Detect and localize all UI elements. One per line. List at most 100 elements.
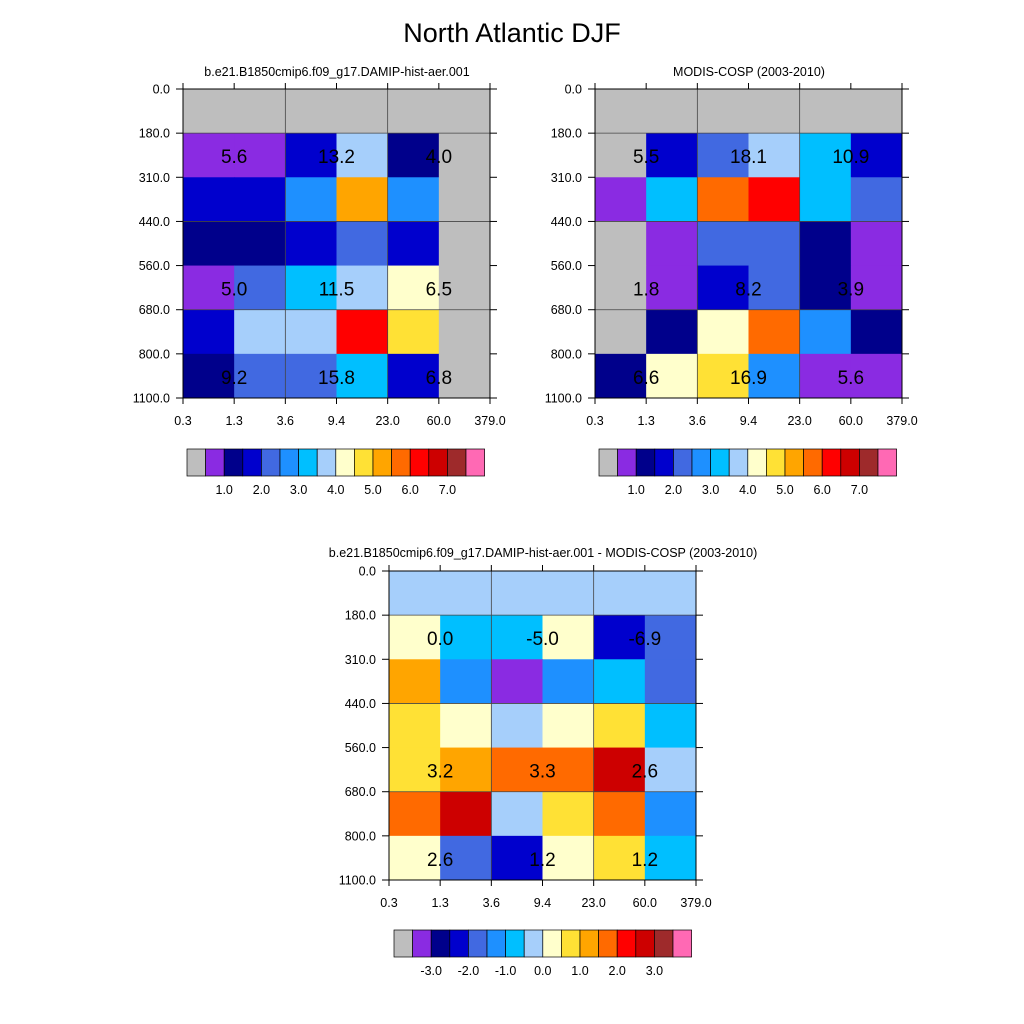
cell-value-label: 4.0: [426, 147, 452, 168]
heatmap-cell: [491, 791, 543, 837]
heatmap-cell: [183, 353, 235, 399]
cell-value-label: -5.0: [526, 629, 559, 650]
heatmap-cell: [438, 133, 491, 178]
heatmap-cell: [336, 221, 389, 267]
colorbar-label: 2.0: [609, 964, 626, 978]
heatmap-cell: [234, 309, 286, 355]
heatmap-cell: [593, 835, 646, 881]
colorbar-swatch: [579, 929, 599, 958]
colorbar-swatch: [821, 448, 842, 477]
heatmap-cell: [234, 177, 286, 222]
colorbar-swatch: [654, 448, 674, 477]
colorbar: 1.0 2.0 3.0 4.0 5.0 6.0 7.0: [186, 448, 485, 497]
heatmap-cell: [389, 835, 441, 881]
y-tick-label: 440.0: [139, 215, 170, 229]
colorbar-swatch: [393, 929, 413, 958]
colorbar-swatch: [428, 448, 448, 477]
heatmap-cell: [697, 221, 749, 267]
colorbar-label: 6.0: [814, 483, 831, 497]
heatmap-cell: [387, 265, 440, 311]
heatmap-cell: [440, 835, 492, 881]
heatmap-cell: [234, 221, 286, 267]
cell-value-label: -6.9: [628, 629, 661, 650]
colorbar-swatch: [486, 929, 506, 958]
heatmap-cell: [387, 309, 440, 355]
colorbar-swatch: [598, 929, 618, 958]
heatmap-cell: [644, 747, 697, 793]
heatmap-cell: [336, 177, 389, 222]
heatmap-cell: [234, 265, 286, 311]
heatmap-cell: [387, 221, 440, 267]
heatmap-cell: [387, 133, 440, 178]
heatmap-cell: [799, 221, 852, 267]
y-tick-label: 1100.0: [133, 392, 170, 406]
figure-title: North Atlantic DJF: [403, 18, 621, 48]
cell-value-label: 3.3: [529, 762, 555, 783]
colorbar-swatch: [635, 929, 655, 958]
colorbar: 1.0 2.0 3.0 4.0 5.0 6.0 7.0: [598, 448, 897, 497]
cell-value-label: 1.2: [632, 850, 658, 871]
heatmap-cell: [850, 353, 903, 399]
heatmap-cell: [850, 221, 903, 267]
y-tick-label: 800.0: [551, 347, 582, 361]
heatmap-cell: [491, 835, 543, 881]
heatmap-cell: [542, 659, 595, 704]
colorbar-label: 3.0: [290, 483, 307, 497]
x-tick-label: 9.4: [740, 414, 757, 428]
cell-value-label: 0.0: [427, 629, 453, 650]
cell-value-label: 6.5: [426, 280, 452, 301]
heatmap-cell: [542, 791, 595, 837]
colorbar-swatch: [859, 448, 879, 477]
heatmap-panel-2: MODIS-COSP (2003-2010) 0.3 1.3 3.6 9.4 23.0 60…: [545, 65, 918, 497]
colorbar-swatch: [766, 448, 786, 477]
colorbar-swatch: [616, 929, 637, 958]
colorbar-label: 4.0: [327, 483, 344, 497]
heatmap-panel-1: b.e21.B1850cmip6.f09_g17.DAMIP-hist-aer.…: [133, 65, 506, 497]
colorbar-label: -2.0: [458, 964, 480, 978]
y-tick-label: 180.0: [551, 127, 582, 141]
heatmap-cell: [799, 89, 852, 134]
y-tick-label: 180.0: [345, 609, 376, 623]
heatmap-cell: [183, 309, 235, 355]
cell-value-label: 15.8: [318, 368, 355, 389]
heatmap-cell: [183, 133, 235, 178]
cell-value-label: 6.8: [426, 368, 452, 389]
heatmap-cell: [644, 791, 697, 837]
heatmap-cell: [595, 177, 647, 222]
y-tick-label: 1100.0: [339, 874, 376, 888]
cell-value-label: 11.5: [319, 280, 355, 301]
colorbar-swatch: [447, 448, 467, 477]
heatmap-cell: [850, 265, 903, 311]
heatmap-cell: [542, 703, 595, 749]
heatmap-cell: [336, 133, 389, 178]
heatmap-cell: [389, 747, 441, 793]
y-tick-label: 180.0: [139, 127, 170, 141]
colorbar-swatch: [672, 929, 692, 958]
heatmap-cell: [748, 353, 801, 399]
heatmap-cell: [646, 309, 698, 355]
y-tick-label: 560.0: [345, 741, 376, 755]
heatmap-cell: [491, 615, 543, 660]
heatmap-cell: [850, 309, 903, 355]
heatmap-cell: [387, 89, 440, 134]
cell-value-label: 18.1: [730, 147, 767, 168]
y-tick-label: 0.0: [359, 565, 376, 579]
heatmap-cell: [438, 89, 491, 134]
y-tick-label: 440.0: [551, 215, 582, 229]
cell-value-label: 6.6: [633, 368, 659, 389]
cell-value-label: 3.2: [427, 762, 453, 783]
y-tick-label: 0.0: [153, 83, 170, 97]
heatmap-cell: [542, 615, 595, 660]
heatmap-cell: [389, 571, 441, 616]
heatmap-cell: [183, 265, 235, 311]
y-tick-label: 680.0: [139, 303, 170, 317]
heatmap-cell: [542, 747, 595, 793]
colorbar-label: 3.0: [646, 964, 663, 978]
x-tick-label: 9.4: [328, 414, 345, 428]
heatmap-cell: [595, 133, 647, 178]
heatmap-cell: [438, 177, 491, 222]
heatmap-cell: [542, 571, 595, 616]
heatmap-cell: [336, 353, 389, 399]
heatmap-cell: [336, 309, 389, 355]
heatmap-cell: [542, 835, 595, 881]
